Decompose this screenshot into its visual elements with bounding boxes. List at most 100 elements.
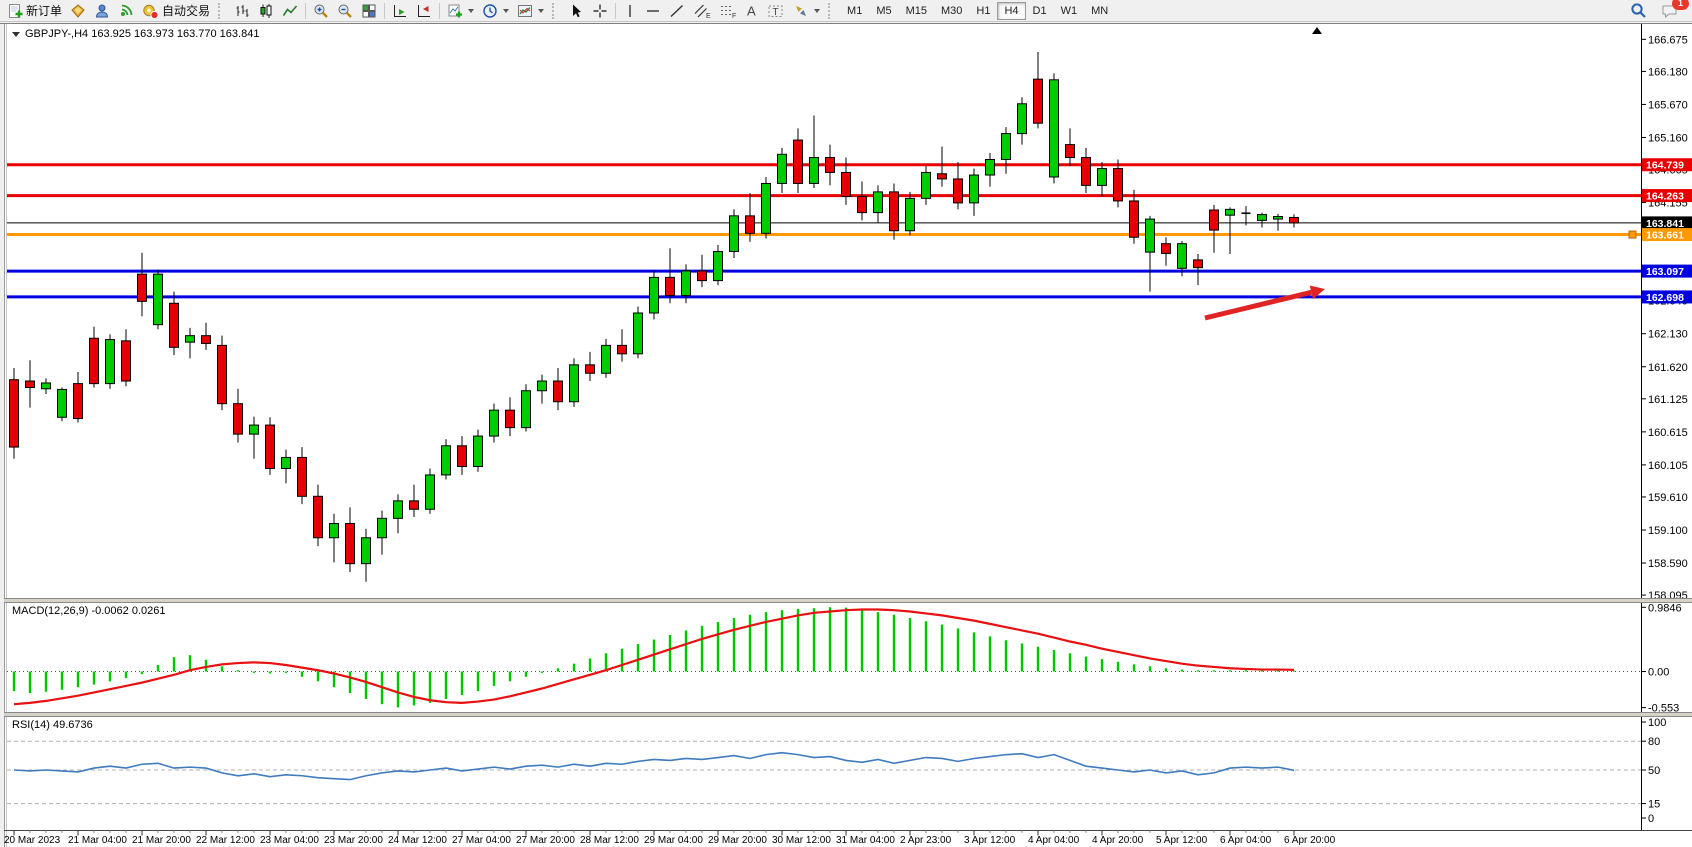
svg-text:100: 100 (1648, 717, 1666, 729)
chart-shift-button[interactable] (412, 0, 436, 22)
svg-text:4 Apr 20:00: 4 Apr 20:00 (1092, 835, 1144, 846)
periods-button[interactable] (478, 0, 513, 22)
text-label-tool-button[interactable]: T (763, 0, 789, 22)
svg-text:5 Apr 12:00: 5 Apr 12:00 (1156, 835, 1208, 846)
macd-panel[interactable]: 0.9846 0.00 -0.553 (7, 602, 1682, 715)
text-tool-button[interactable]: A (741, 0, 763, 22)
gold-icon (71, 3, 85, 18)
indicators-button[interactable] (443, 0, 478, 22)
svg-text:165.670: 165.670 (1648, 99, 1688, 111)
svg-text:A: A (747, 3, 756, 18)
svg-text:23 Mar 04:00: 23 Mar 04:00 (260, 835, 319, 846)
horizontal-level-lines[interactable] (7, 163, 1641, 299)
horizontal-line-tool-button[interactable] (641, 0, 665, 22)
svg-text:165.160: 165.160 (1648, 132, 1688, 144)
dropdown-caret (503, 8, 510, 13)
svg-text:80: 80 (1648, 736, 1660, 748)
svg-text:166.675: 166.675 (1648, 34, 1688, 46)
svg-text:6 Apr 20:00: 6 Apr 20:00 (1284, 835, 1336, 846)
indicators-icon (448, 4, 463, 17)
search-button[interactable] (1626, 0, 1651, 22)
toolbar-separator (305, 2, 307, 19)
fibonacci-icon: F (721, 5, 736, 19)
svg-text:0: 0 (1648, 813, 1654, 825)
arrows-tool-button[interactable] (789, 0, 824, 22)
text-label-icon: T (768, 5, 783, 17)
autotrading-button[interactable]: 自动交易 (138, 0, 214, 22)
main-toolbar: 新订单 自动交易 (0, 0, 1692, 22)
line-mode-icon (282, 4, 298, 16)
timeframe-d1-button[interactable]: D1 (1032, 4, 1047, 17)
svg-text:164.739: 164.739 (1646, 160, 1684, 172)
dropdown-caret (814, 8, 821, 13)
svg-text:21 Mar 20:00: 21 Mar 20:00 (132, 835, 191, 846)
candle-mode-button[interactable] (254, 0, 278, 22)
tile-windows-button[interactable] (357, 0, 381, 22)
svg-text:F: F (732, 13, 736, 19)
svg-text:4 Apr 04:00: 4 Apr 04:00 (1028, 835, 1080, 846)
annotation-arrow[interactable] (1204, 289, 1312, 321)
auto-scroll-icon (394, 4, 407, 17)
svg-text:20 Mar 2023: 20 Mar 2023 (4, 835, 61, 846)
cursor-tool-button[interactable] (564, 0, 588, 22)
zoom-out-button[interactable] (333, 0, 357, 22)
timeframe-h1-button[interactable]: H1 (976, 4, 991, 17)
toolbar-separator (439, 2, 441, 19)
price-line-labels: 163.841 164.739 164.263 163.097 162.698 163.6… (1628, 158, 1692, 304)
timeframe-h4-button[interactable]: H4 (997, 1, 1026, 20)
notifications-button[interactable]: 1 (1657, 0, 1689, 22)
new-order-icon (9, 3, 23, 18)
annotation-arrow-head (1309, 285, 1325, 300)
svg-text:31 Mar 04:00: 31 Mar 04:00 (836, 835, 895, 846)
crosshair-tool-button[interactable] (588, 0, 612, 22)
templates-button[interactable] (513, 0, 548, 22)
timeframe-w1-button[interactable]: W1 (1060, 4, 1078, 17)
auto-scroll-button[interactable] (388, 0, 412, 22)
timeframe-m1-button[interactable]: M1 (847, 4, 863, 17)
autotrading-icon (143, 4, 159, 19)
signal-icon (121, 4, 133, 16)
new-order-button[interactable]: 新订单 (3, 0, 66, 22)
svg-text:161.620: 161.620 (1648, 362, 1688, 374)
new-order-label: 新订单 (26, 4, 63, 18)
timeframe-mn-button[interactable]: MN (1091, 4, 1109, 17)
toolbar-grip (828, 2, 836, 19)
timeframe-m30-button[interactable]: M30 (941, 4, 963, 17)
svg-text:0.9846: 0.9846 (1648, 602, 1682, 614)
bar-chart-mode-button[interactable] (230, 0, 254, 22)
equidistant-channel-icon: E (694, 4, 711, 19)
timeframe-m5-button[interactable]: M5 (876, 4, 892, 17)
svg-text:0.00: 0.00 (1648, 667, 1669, 679)
svg-text:3 Apr 12:00: 3 Apr 12:00 (964, 835, 1016, 846)
line-mode-button[interactable] (278, 0, 302, 22)
toolbar-grip (218, 2, 226, 19)
svg-text:160.105: 160.105 (1648, 460, 1688, 472)
signal-button[interactable] (114, 0, 138, 22)
templates-icon (518, 4, 533, 17)
community-button[interactable] (90, 0, 114, 22)
date-axis[interactable]: 20 Mar 2023 21 Mar 04:00 21 Mar 20:00 22 Ma… (4, 830, 1692, 847)
macd-indicator-label: MACD(12,26,9) -0.0062 0.0261 (12, 605, 166, 617)
vertical-line-tool-button[interactable] (619, 0, 641, 22)
rsi-indicator-label: RSI(14) 49.6736 (12, 719, 93, 731)
equidistant-channel-tool-button[interactable]: E (689, 0, 715, 22)
cursor-icon (573, 4, 582, 17)
svg-text:28 Mar 12:00: 28 Mar 12:00 (580, 835, 639, 846)
rsi-panel[interactable]: 100 80 50 15 0 (7, 717, 1666, 825)
timeframe-m15-button[interactable]: M15 (905, 4, 927, 17)
gold-button[interactable] (66, 0, 90, 22)
periods-icon (483, 3, 497, 18)
fibonacci-tool-button[interactable]: F (715, 0, 741, 22)
svg-text:27 Mar 04:00: 27 Mar 04:00 (452, 835, 511, 846)
candlesticks[interactable] (9, 51, 1299, 582)
toolbar-grip (552, 2, 560, 19)
zoom-in-button[interactable] (309, 0, 333, 22)
svg-text:163.097: 163.097 (1646, 266, 1684, 278)
svg-text:6 Apr 04:00: 6 Apr 04:00 (1220, 835, 1272, 846)
svg-text:29 Mar 04:00: 29 Mar 04:00 (644, 835, 703, 846)
svg-text:161.125: 161.125 (1648, 394, 1688, 406)
symbol-dropdown-icon[interactable] (12, 31, 20, 37)
trendline-tool-button[interactable] (665, 0, 689, 22)
community-icon (96, 4, 109, 17)
